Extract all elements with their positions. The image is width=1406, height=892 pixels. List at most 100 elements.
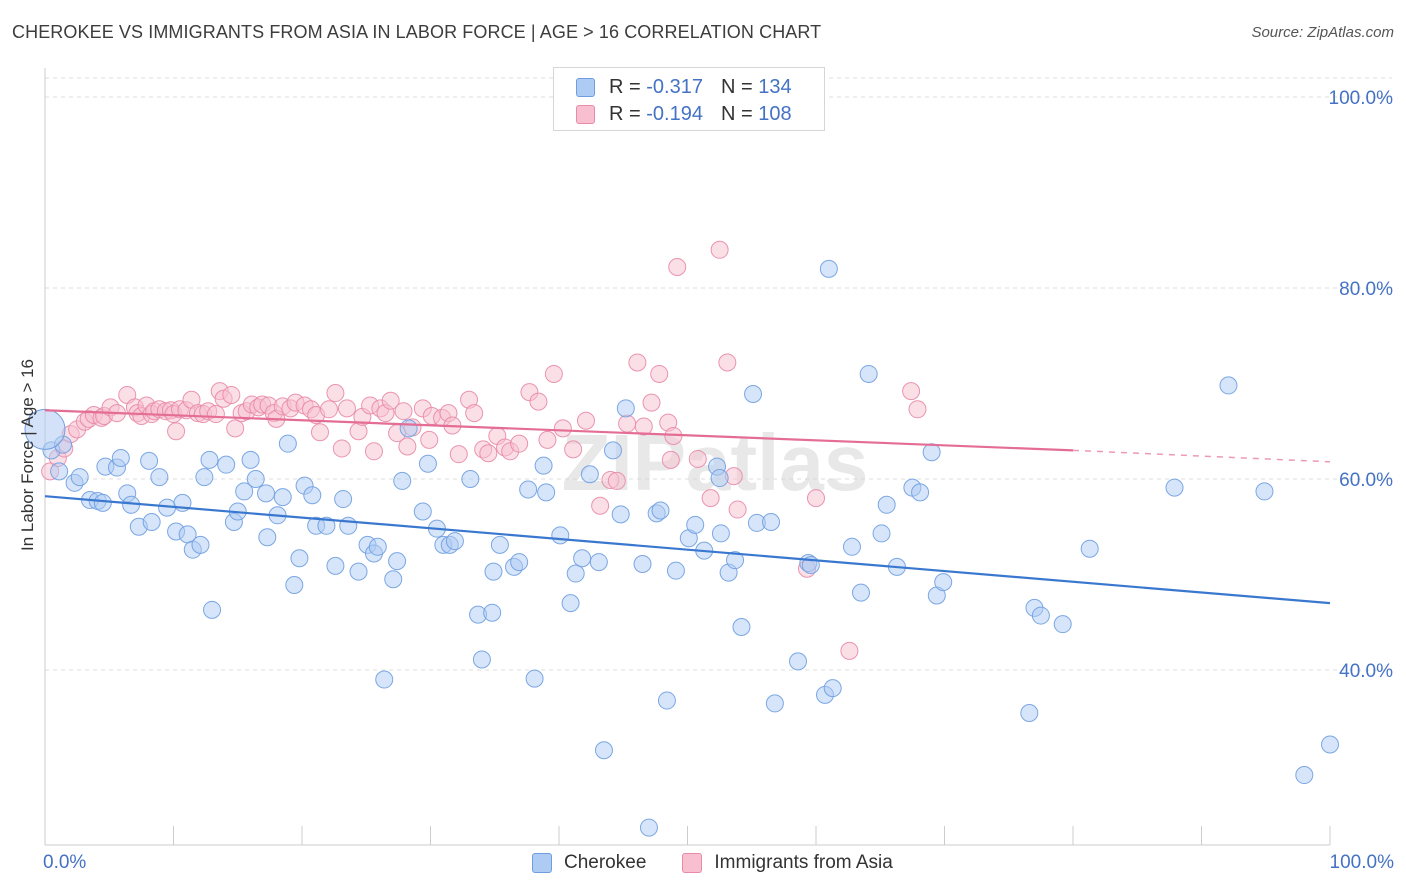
cherokee-point	[258, 528, 277, 547]
cherokee-point	[142, 512, 161, 531]
cherokee-point	[235, 482, 254, 501]
cherokee-point	[461, 470, 480, 488]
legend-n-label: N =	[720, 75, 753, 98]
immigrants-point	[564, 440, 583, 459]
cherokee-point	[326, 556, 345, 575]
immigrants-point	[364, 442, 383, 461]
legend-label-cherokee: Cherokee	[564, 852, 647, 873]
immigrants-point	[642, 393, 661, 412]
cherokee-point	[842, 537, 861, 556]
cherokee-point	[278, 434, 297, 453]
cherokee-point	[273, 488, 292, 507]
cherokee-point	[399, 419, 418, 438]
immigrants-point	[222, 385, 241, 404]
cherokee-point	[445, 532, 464, 551]
immigrants-point	[553, 419, 572, 438]
trend-lines	[44, 409, 1331, 605]
legend-r-label: R =	[609, 75, 641, 98]
immigrants-point	[479, 444, 498, 463]
cherokee-point	[24, 408, 66, 450]
x-tick-label-min: 0.0%	[43, 852, 87, 873]
cherokee-point	[384, 570, 403, 589]
cherokee-point	[561, 594, 580, 613]
legend-r-label: R =	[609, 102, 641, 125]
y-tick-label: 100.0%	[1329, 88, 1394, 109]
cherokee-point	[603, 441, 622, 460]
y-tick-label: 40.0%	[1339, 661, 1393, 682]
cherokee-point	[483, 603, 502, 622]
immigrants-point	[668, 257, 687, 276]
cherokee-point	[50, 462, 69, 481]
immigrants-point	[650, 364, 669, 383]
cherokee-point	[1295, 766, 1314, 785]
immigrants-point	[701, 489, 720, 508]
series-cherokee	[24, 259, 1339, 837]
legend-swatch-pink	[576, 104, 595, 124]
immigrants-point	[332, 439, 351, 458]
cherokee-point	[303, 486, 322, 505]
immigrants-point	[634, 417, 653, 436]
immigrants-point	[728, 500, 747, 519]
cherokee-point	[710, 469, 729, 488]
legend-r-value: -0.317	[646, 75, 703, 98]
immigrants-point	[591, 496, 610, 515]
immigrants-point	[538, 430, 557, 449]
immigrants-point	[902, 382, 921, 401]
cherokee-point	[657, 691, 676, 710]
immigrants-point	[607, 471, 626, 490]
immigrants-point	[688, 449, 707, 468]
y-tick-label: 60.0%	[1339, 470, 1393, 491]
cherokee-point	[744, 385, 763, 404]
y-tick-label: 80.0%	[1339, 279, 1393, 300]
immigrants-point	[710, 240, 729, 259]
cherokee-point	[922, 443, 941, 462]
cherokee-point	[1031, 606, 1050, 625]
cherokee-point	[877, 495, 896, 514]
immigrants-point	[226, 419, 245, 438]
legend-swatch-pink	[682, 853, 703, 873]
cherokee-point	[1080, 539, 1099, 558]
cherokee-point	[666, 561, 685, 580]
cherokee-point	[246, 470, 265, 488]
cherokee-point	[934, 573, 953, 592]
trend-line-immigrants-extension	[1072, 449, 1331, 463]
y-axis-label: In Labor Force | Age > 16	[18, 358, 37, 552]
immigrants-point	[319, 400, 338, 419]
cherokee-point	[851, 583, 870, 602]
cherokee-point	[375, 670, 394, 689]
trend-line-cherokee	[44, 495, 1331, 605]
cherokee-point	[93, 493, 112, 512]
cherokee-point	[70, 468, 89, 487]
immigrants-point	[449, 445, 468, 464]
legend-item-cherokee[interactable]: Cherokee	[532, 852, 646, 874]
cherokee-point	[203, 600, 222, 619]
legend-item-immigrants[interactable]: Immigrants from Asia	[682, 852, 893, 874]
cherokee-point	[510, 553, 529, 572]
legend-n-value: 134	[758, 75, 792, 98]
cherokee-point	[257, 484, 276, 503]
immigrants-point	[718, 353, 737, 372]
cherokee-point	[349, 562, 368, 581]
cherokee-point	[823, 679, 842, 698]
cherokee-point	[490, 535, 509, 554]
immigrants-point	[908, 400, 927, 419]
legend-swatch-blue	[532, 853, 552, 873]
immigrants-point	[510, 434, 529, 453]
immigrants-point	[661, 450, 680, 469]
immigrants-point	[529, 392, 548, 411]
legend-stats: R = -0.317 N = 134 R = -0.194 N = 108	[553, 67, 825, 131]
cherokee-point	[633, 554, 652, 573]
legend-n-label: N =	[720, 102, 753, 125]
y-tick-labels: 40.0% 60.0% 80.0% 100.0%	[1329, 88, 1394, 682]
cherokee-point	[413, 502, 432, 521]
cherokee-point	[317, 516, 336, 535]
cherokee-point	[111, 448, 130, 467]
source-label: Source: ZipAtlas.com	[1251, 24, 1394, 41]
cherokee-point	[1321, 735, 1339, 754]
cherokee-point	[551, 526, 570, 545]
immigrants-point	[381, 391, 400, 410]
legend-label-immigrants: Immigrants from Asia	[714, 852, 893, 873]
cherokee-point	[1053, 615, 1072, 634]
legend-swatch-blue	[576, 77, 595, 97]
